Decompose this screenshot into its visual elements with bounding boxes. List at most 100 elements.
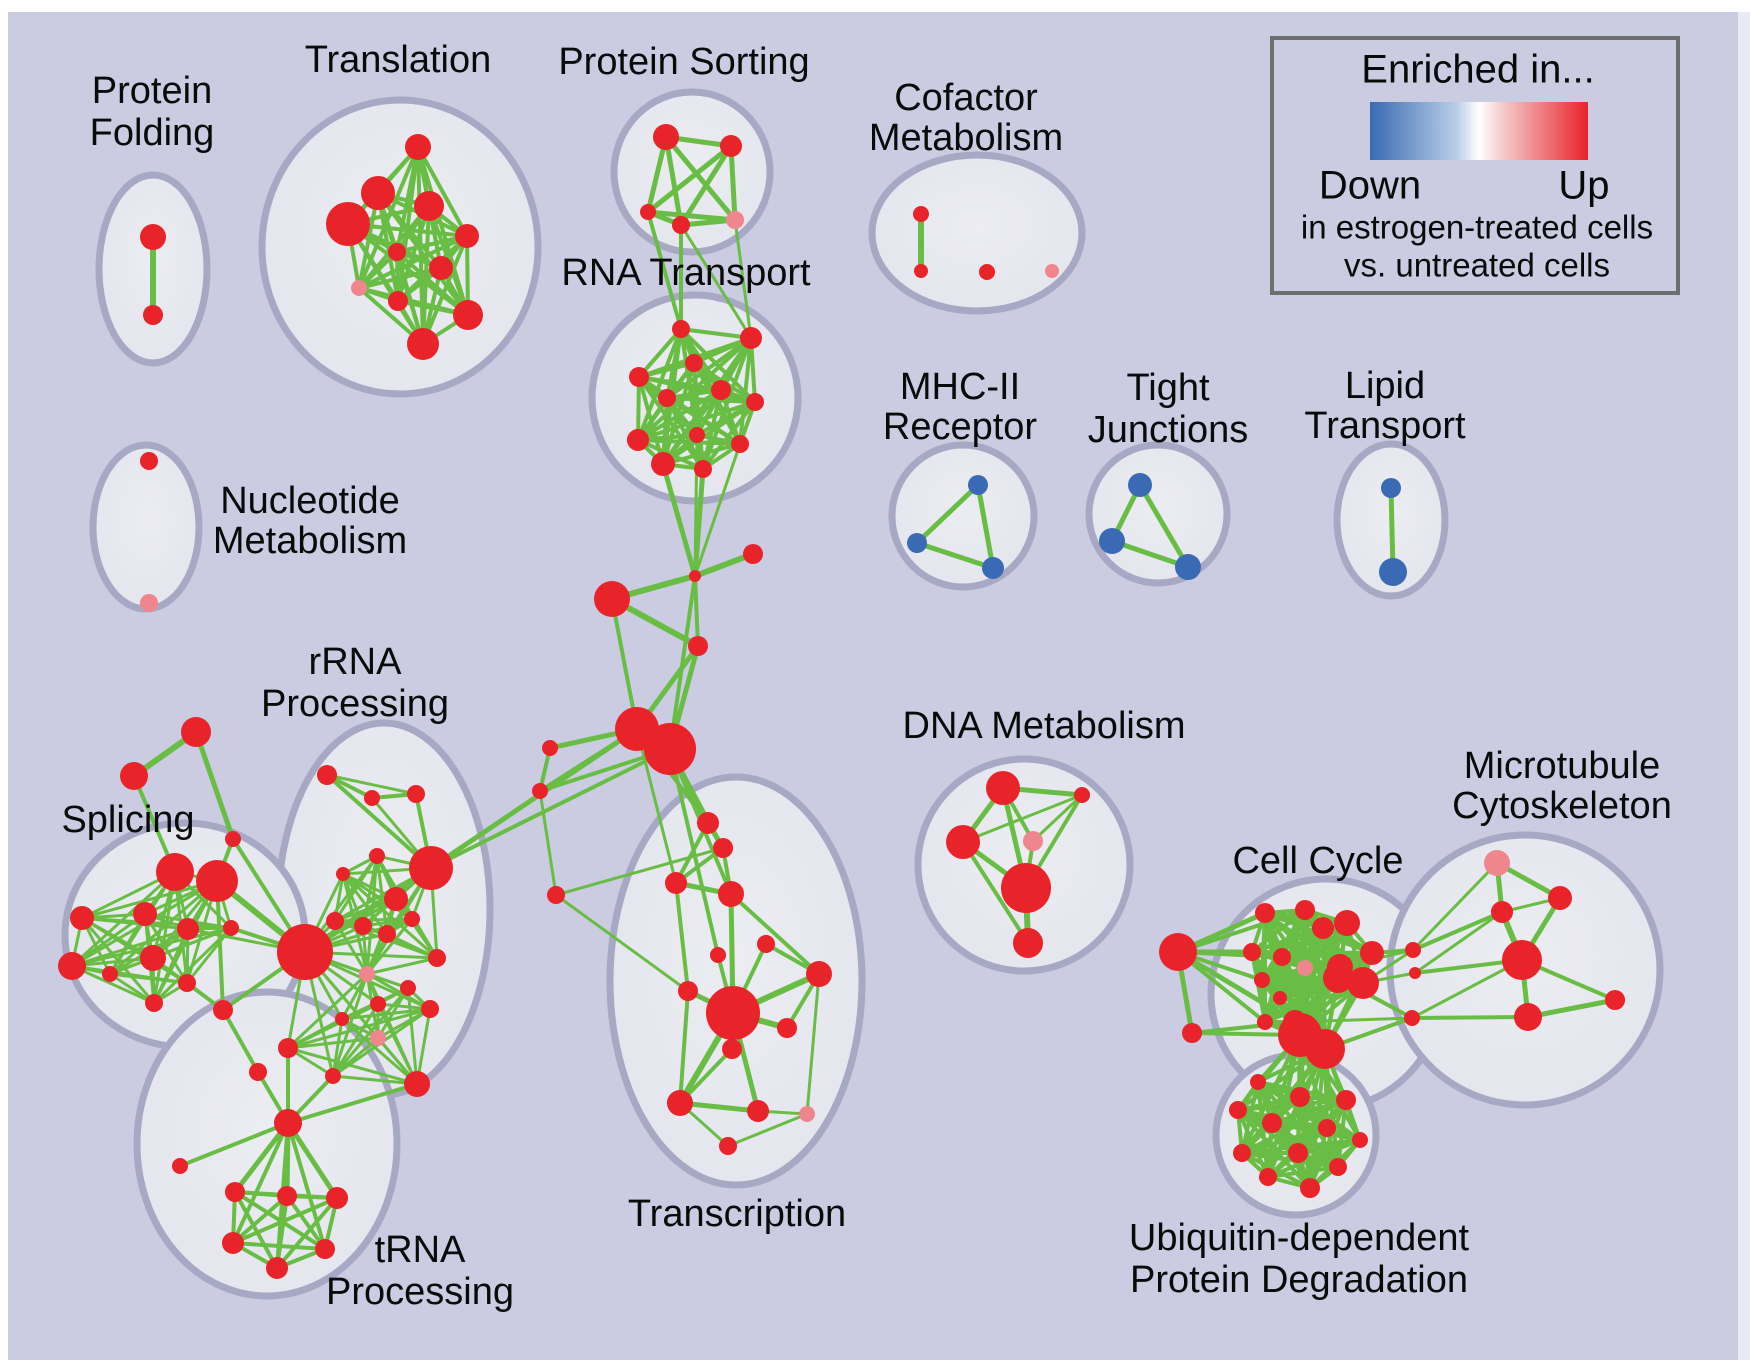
node-blue-down	[907, 533, 927, 553]
node-red-up	[1336, 1090, 1356, 1110]
network-edge	[646, 210, 683, 331]
node-red-up	[400, 980, 416, 996]
node-blue-down	[1099, 528, 1125, 554]
cluster-label-lipid-transport: Lipid	[1345, 365, 1425, 407]
node-red-up	[946, 825, 980, 859]
node-red-up	[1254, 972, 1270, 988]
cluster-label-mhc-ii-receptor: MHC-II	[900, 366, 1020, 408]
node-red-up	[594, 581, 630, 617]
network-edge	[357, 266, 443, 290]
network-edge	[70, 870, 177, 968]
node-blue-down	[1128, 473, 1152, 497]
network-edge	[738, 336, 753, 446]
cluster-label-translation: Translation	[305, 39, 492, 81]
node-red-up	[1262, 1113, 1282, 1133]
node-pink-up	[370, 1030, 386, 1046]
node-red-up	[326, 1187, 348, 1209]
network-edge	[701, 400, 757, 471]
node-red-up	[713, 838, 733, 858]
network-edge	[231, 1196, 339, 1245]
network-edge	[726, 1112, 809, 1148]
node-red-up	[407, 328, 439, 360]
network-edge	[728, 143, 738, 223]
network-edge	[636, 327, 683, 442]
network-edge	[286, 1046, 419, 1086]
network-edge	[733, 218, 753, 340]
network-edge	[285, 1120, 340, 1201]
node-red-up	[405, 134, 431, 160]
node-red-up	[697, 812, 719, 834]
network-edge	[663, 134, 684, 228]
cluster-label-splicing: Splicing	[61, 799, 194, 841]
network-edge	[331, 1036, 380, 1078]
network-edge	[1137, 482, 1191, 570]
network-edge	[1176, 908, 1307, 954]
network-edge	[80, 879, 219, 920]
node-red-up	[388, 243, 406, 261]
network-edge	[729, 892, 821, 976]
node-red-up	[1347, 967, 1379, 999]
cluster-label-cofactor-metabolism: Cofactor	[894, 77, 1038, 119]
network-edge	[679, 327, 753, 340]
network-edge	[1413, 910, 1504, 975]
node-red-up	[225, 1182, 245, 1202]
node-red-up	[1013, 928, 1043, 958]
network-edge	[285, 1194, 327, 1251]
node-red-up	[1334, 910, 1360, 936]
node-red-up	[986, 771, 1020, 805]
network-edge	[340, 972, 369, 1021]
cluster-label-mhc-ii-receptor: Receptor	[883, 406, 1038, 448]
cluster-label-cofactor-metabolism: Metabolism	[869, 117, 1063, 159]
network-edge	[152, 927, 190, 1005]
legend-subtitle-line1: in estrogen-treated cells	[1301, 209, 1653, 246]
node-red-up	[1329, 1158, 1347, 1176]
node-pink-up	[140, 594, 158, 612]
node-red-up	[665, 872, 687, 894]
node-red-up	[326, 202, 370, 246]
legend-up-label: Up	[1558, 164, 1609, 208]
network-edge	[674, 821, 710, 885]
node-red-up	[429, 256, 453, 280]
node-red-up	[428, 949, 446, 967]
network-edge	[80, 916, 233, 930]
node-red-up	[58, 952, 86, 980]
network-edge	[325, 773, 418, 796]
node-red-up	[653, 124, 679, 150]
node-red-up	[644, 723, 696, 775]
node-red-up	[177, 918, 199, 940]
network-edge	[357, 234, 469, 290]
node-red-up	[689, 427, 705, 443]
network-edge	[70, 964, 156, 1005]
cluster-label-protein-folding: Protein	[92, 70, 212, 112]
node-blue-down	[982, 557, 1004, 579]
node-pink-up	[1297, 960, 1313, 976]
network-edge	[331, 1074, 419, 1086]
node-layer	[58, 124, 1625, 1279]
network-edge	[661, 442, 742, 466]
node-red-up	[370, 996, 386, 1012]
network-edge	[395, 250, 470, 317]
network-edge	[635, 727, 678, 885]
node-red-up	[266, 1257, 288, 1279]
network-edge	[678, 989, 690, 1105]
cluster-ellipse-cofactor-metabolism	[868, 151, 1086, 315]
cluster-label-lipid-transport: Transport	[1304, 405, 1466, 447]
network-edge	[233, 1190, 279, 1270]
network-edge	[678, 143, 734, 228]
node-red-up	[145, 994, 163, 1012]
node-red-up	[979, 264, 995, 280]
network-edge	[668, 574, 697, 751]
node-red-up	[1229, 1101, 1247, 1119]
network-edge	[1240, 1126, 1329, 1155]
network-edge	[1250, 908, 1307, 954]
cluster-label-nucleotide-metabolism: Metabolism	[213, 520, 407, 562]
node-red-up	[757, 935, 775, 953]
network-edge	[406, 986, 419, 1086]
node-red-up	[143, 305, 163, 325]
cluster-label-ubiquitin-degradation: Protein Degradation	[1130, 1259, 1468, 1301]
network-edge	[421, 234, 469, 346]
network-edge	[286, 1121, 327, 1251]
cluster-label-dna-metabolism: DNA Metabolism	[903, 705, 1186, 747]
node-red-up	[1409, 967, 1421, 979]
